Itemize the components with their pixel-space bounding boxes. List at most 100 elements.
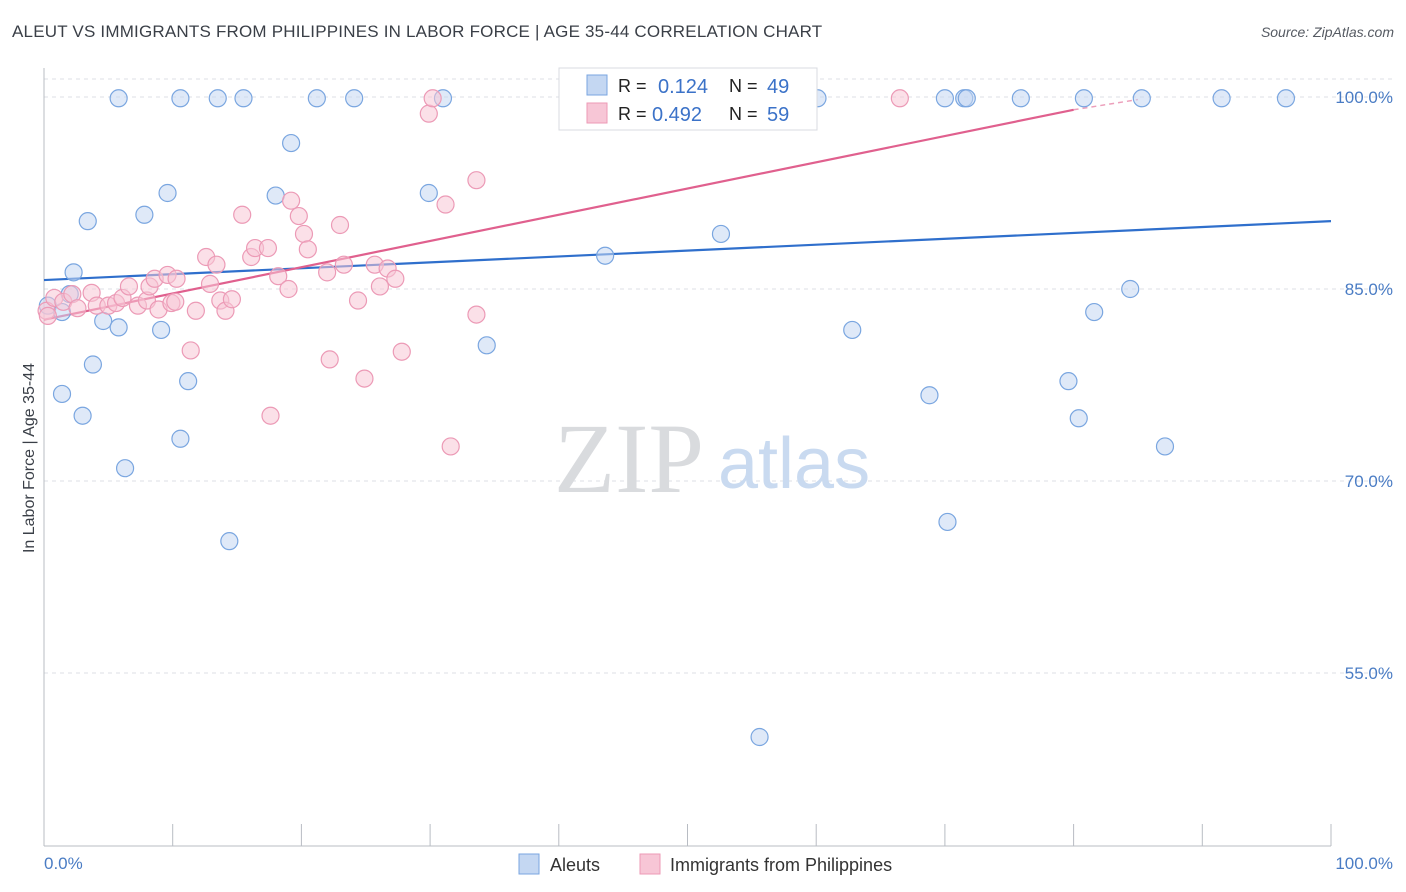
stats-swatch-philippines [586, 102, 608, 124]
point-1-46 [370, 277, 390, 296]
point-1-55 [467, 305, 486, 324]
point-0-8 [94, 311, 113, 331]
point-1-39 [318, 263, 337, 282]
stats-n-label-philippines: N = [729, 104, 758, 124]
x-tick-label-0: 0.0% [44, 854, 83, 873]
watermark-atlas: atlas [718, 424, 870, 504]
point-0-45 [1121, 279, 1140, 299]
point-1-42 [334, 255, 353, 274]
point-0-43 [1069, 409, 1088, 428]
trend-line-0 [43, 220, 1332, 282]
y-tick-label-3: 55.0% [1345, 664, 1393, 683]
y-tick-label-1: 85.0% [1345, 280, 1393, 299]
point-1-43 [348, 291, 368, 310]
watermark-zip: ZIP [554, 403, 704, 514]
point-0-37 [938, 512, 957, 532]
point-0-10 [109, 318, 128, 337]
point-0-35 [920, 386, 939, 405]
point-0-25 [419, 183, 438, 203]
point-1-24 [207, 255, 226, 274]
stats-r-philippines: 0.492 [652, 104, 702, 126]
point-0-40 [1011, 89, 1030, 108]
trend-line-dashed-1 [1073, 98, 1139, 111]
point-0-7 [83, 355, 103, 374]
point-0-46 [1132, 89, 1151, 108]
point-1-38 [298, 240, 317, 259]
stats-box: R = 0.124 N = 49 R = 0.492 N = 59 [558, 67, 818, 131]
stats-n-aleuts: 49 [767, 76, 789, 98]
point-1-31 [258, 238, 278, 258]
point-0-19 [220, 532, 239, 551]
point-1-32 [261, 406, 280, 425]
point-1-18 [166, 292, 185, 311]
point-1-53 [441, 437, 460, 456]
legend-swatch-aleuts [518, 853, 540, 875]
stats-swatch-aleuts [586, 74, 608, 96]
point-1-52 [436, 195, 455, 214]
point-1-35 [282, 191, 301, 210]
point-1-27 [222, 290, 242, 309]
x-tick-label-1: 100.0% [1335, 854, 1393, 873]
point-0-14 [158, 183, 177, 203]
point-1-37 [294, 224, 314, 244]
point-1-34 [279, 279, 298, 299]
point-0-6 [78, 212, 97, 231]
point-0-3 [64, 263, 83, 282]
point-0-20 [234, 89, 253, 108]
point-1-41 [330, 215, 350, 235]
point-1-40 [320, 350, 339, 369]
axes [43, 68, 1332, 847]
point-1-57 [890, 89, 909, 108]
point-1-20 [181, 341, 200, 360]
stats-r-label-philippines: R = [618, 104, 647, 124]
point-1-58 [38, 306, 57, 325]
stats-n-label-aleuts: N = [729, 76, 758, 96]
point-1-10 [119, 277, 139, 296]
point-0-30 [711, 224, 731, 244]
point-1-44 [355, 369, 374, 388]
y-tick-label-0: 100.0% [1335, 88, 1393, 107]
x-tick-labels: 0.0% 100.0% [44, 854, 1393, 873]
point-0-34 [843, 320, 862, 340]
point-1-19 [167, 269, 186, 288]
point-0-49 [1276, 89, 1296, 108]
point-1-54 [467, 171, 486, 190]
legend: Aleuts Immigrants from Philippines [518, 853, 892, 875]
point-0-23 [307, 89, 326, 108]
point-1-28 [233, 205, 252, 224]
stats-r-label-aleuts: R = [618, 76, 647, 96]
point-1-48 [386, 269, 405, 288]
point-0-9 [109, 89, 128, 108]
point-0-24 [345, 89, 364, 108]
point-1-50 [419, 104, 438, 123]
watermark: ZIP atlas [554, 403, 870, 514]
point-0-5 [73, 406, 92, 425]
legend-label-philippines: Immigrants from Philippines [670, 855, 892, 875]
point-0-12 [135, 205, 154, 224]
point-0-11 [115, 459, 135, 478]
point-0-27 [477, 336, 496, 355]
point-1-33 [269, 267, 288, 286]
legend-swatch-philippines [639, 853, 661, 875]
chart-source: Source: ZipAtlas.com [1260, 24, 1394, 40]
stats-r-aleuts: 0.124 [658, 76, 708, 98]
point-0-17 [179, 372, 198, 391]
point-0-44 [1085, 302, 1104, 322]
point-0-39 [957, 89, 976, 108]
point-0-41 [1059, 372, 1078, 391]
y-tick-label-2: 70.0% [1345, 472, 1393, 491]
chart-title: ALEUT VS IMMIGRANTS FROM PHILIPPINES IN … [12, 22, 823, 41]
point-0-42 [1074, 89, 1093, 108]
point-1-4 [68, 299, 87, 318]
point-0-18 [208, 89, 227, 108]
point-0-47 [1155, 437, 1175, 456]
point-0-48 [1212, 89, 1231, 108]
point-0-28 [596, 246, 615, 265]
trend-line-1 [43, 108, 1074, 321]
point-0-22 [282, 133, 301, 153]
y-tick-labels: 100.0% 85.0% 70.0% 55.0% [1335, 88, 1393, 683]
legend-label-aleuts: Aleuts [550, 855, 600, 875]
point-1-51 [423, 89, 442, 108]
point-0-15 [171, 89, 190, 108]
